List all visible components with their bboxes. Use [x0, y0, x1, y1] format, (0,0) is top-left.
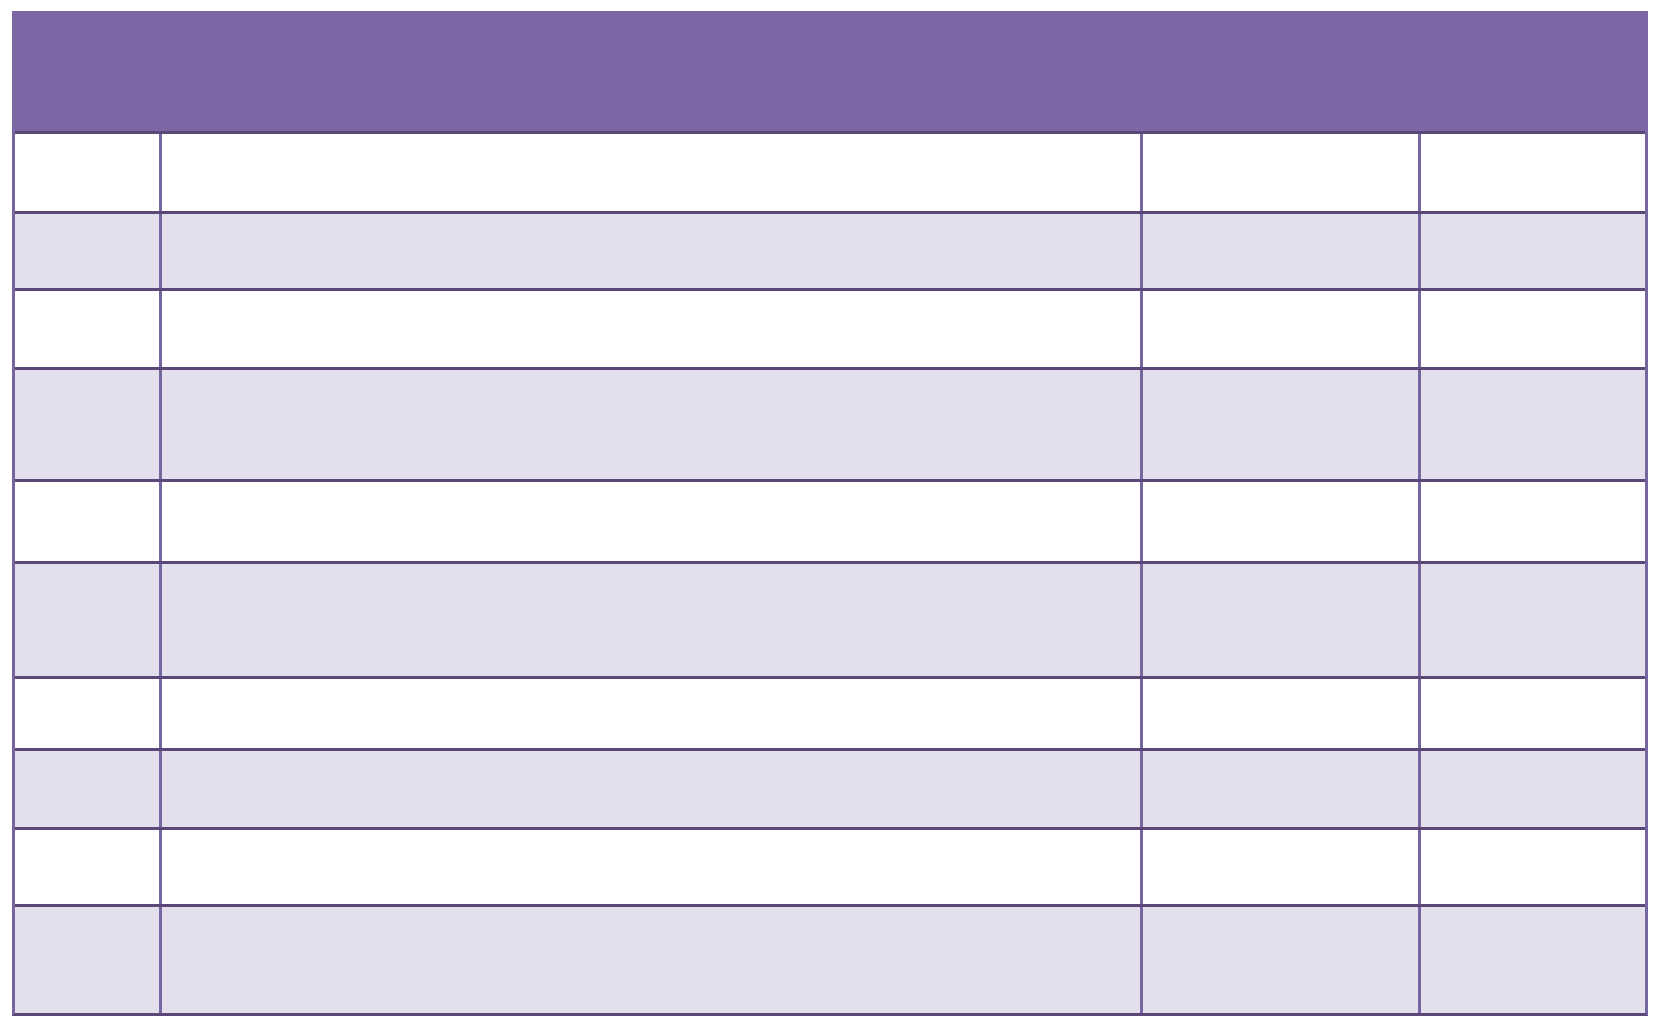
- table-cell[interactable]: [1421, 370, 1645, 479]
- table-cell[interactable]: [15, 370, 162, 479]
- table-cell[interactable]: [1421, 482, 1645, 561]
- table-cell[interactable]: [15, 564, 162, 676]
- table-cell[interactable]: [1421, 907, 1645, 1013]
- table-row: [15, 479, 1645, 561]
- table-cell[interactable]: [15, 907, 162, 1013]
- table-cell[interactable]: [15, 679, 162, 748]
- table-body: [12, 131, 1648, 1016]
- table-cell[interactable]: [1421, 291, 1645, 367]
- table-row: [15, 748, 1645, 827]
- table-row: [15, 827, 1645, 904]
- empty-table: [12, 11, 1648, 1016]
- table-cell[interactable]: [1421, 830, 1645, 904]
- table-row: [15, 904, 1645, 1013]
- table-cell[interactable]: [1143, 751, 1421, 827]
- table-cell[interactable]: [1143, 214, 1421, 288]
- table-cell[interactable]: [1143, 564, 1421, 676]
- table-cell[interactable]: [15, 482, 162, 561]
- table-cell[interactable]: [162, 134, 1143, 211]
- table-cell[interactable]: [162, 482, 1143, 561]
- table-cell[interactable]: [15, 134, 162, 211]
- table-cell[interactable]: [15, 291, 162, 367]
- table-cell[interactable]: [1421, 214, 1645, 288]
- table-cell[interactable]: [15, 214, 162, 288]
- table-cell[interactable]: [162, 291, 1143, 367]
- table-row: [15, 367, 1645, 479]
- table-cell[interactable]: [15, 751, 162, 827]
- table-cell[interactable]: [15, 830, 162, 904]
- table-cell[interactable]: [162, 751, 1143, 827]
- table-row: [15, 288, 1645, 367]
- table-row: [15, 561, 1645, 676]
- table-row: [15, 211, 1645, 288]
- table-cell[interactable]: [1421, 134, 1645, 211]
- table-row: [15, 676, 1645, 748]
- table-cell[interactable]: [1143, 134, 1421, 211]
- table-cell[interactable]: [1143, 482, 1421, 561]
- table-cell[interactable]: [1143, 907, 1421, 1013]
- table-cell[interactable]: [1421, 751, 1645, 827]
- table-cell[interactable]: [1143, 679, 1421, 748]
- table-cell[interactable]: [1143, 370, 1421, 479]
- table-cell[interactable]: [162, 907, 1143, 1013]
- table-cell[interactable]: [162, 830, 1143, 904]
- table-cell[interactable]: [1143, 830, 1421, 904]
- table-cell[interactable]: [1421, 679, 1645, 748]
- table-cell[interactable]: [1143, 291, 1421, 367]
- table-cell[interactable]: [162, 564, 1143, 676]
- table-cell[interactable]: [162, 370, 1143, 479]
- table-header-band[interactable]: [12, 11, 1648, 131]
- table-cell[interactable]: [162, 679, 1143, 748]
- table-cell[interactable]: [162, 214, 1143, 288]
- table-row: [15, 131, 1645, 211]
- table-cell[interactable]: [1421, 564, 1645, 676]
